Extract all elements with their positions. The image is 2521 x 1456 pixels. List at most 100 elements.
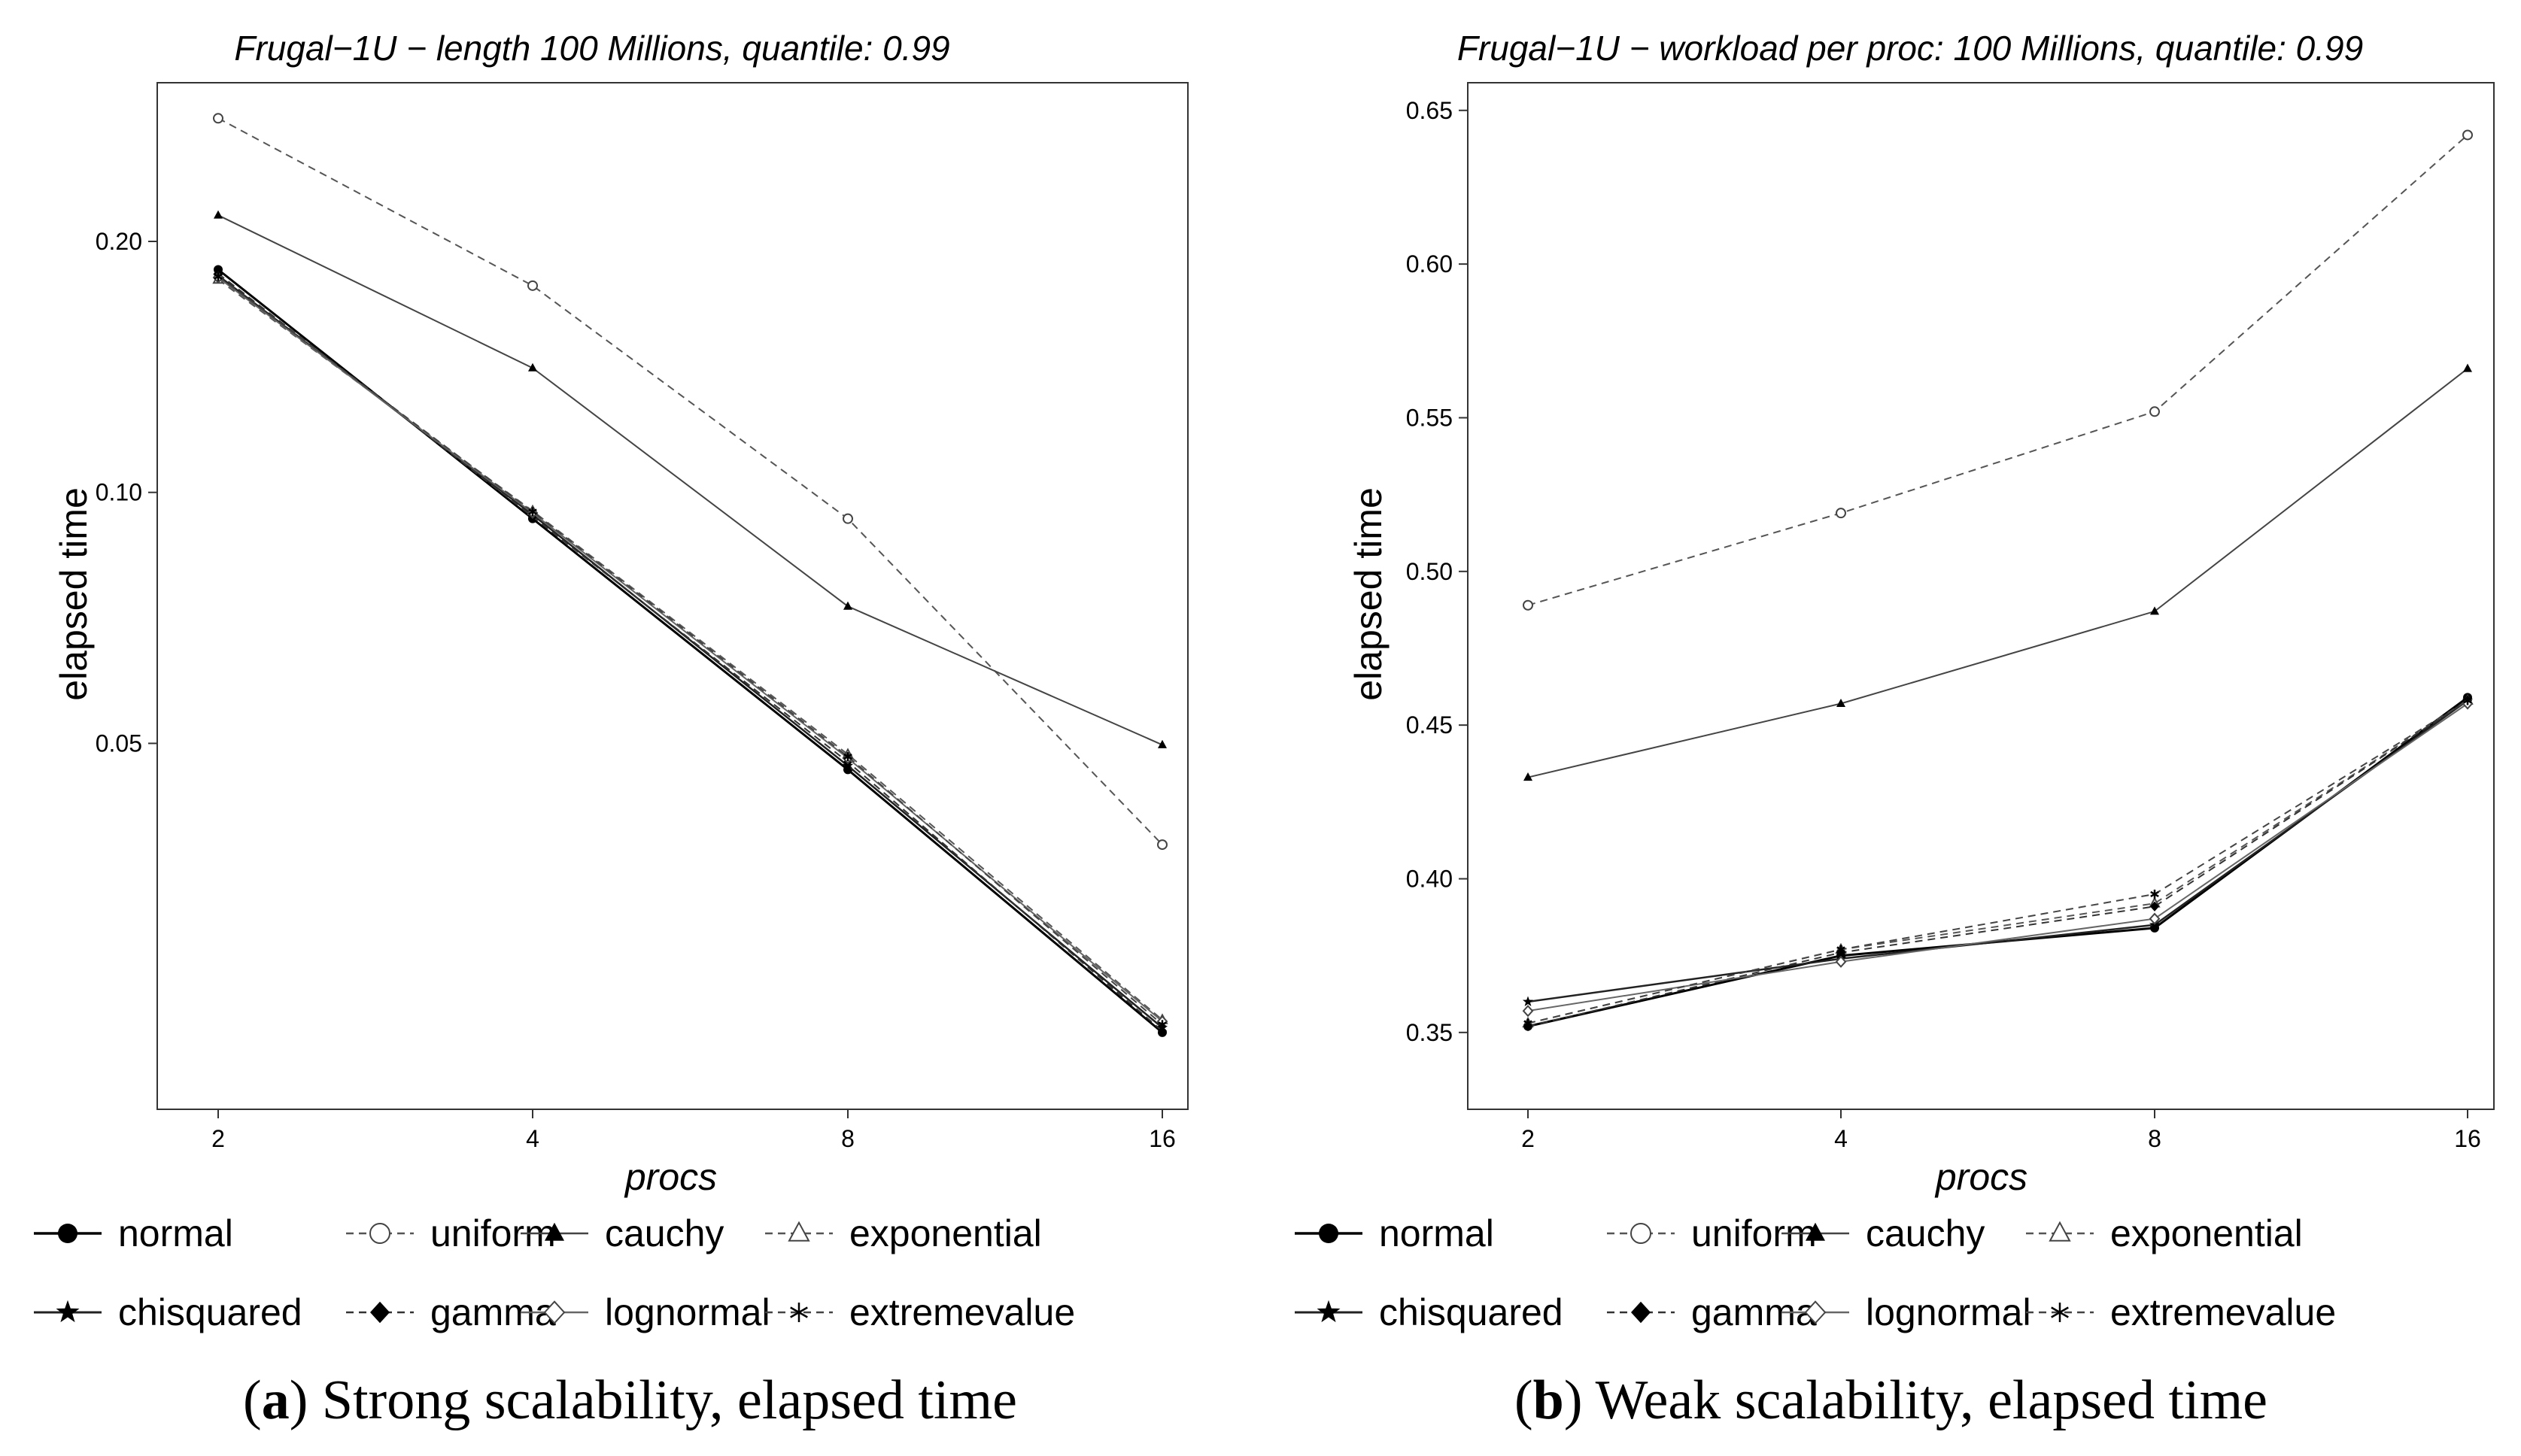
legend-marker-gamma [370, 1301, 390, 1324]
series-line-normal [1527, 696, 2468, 1028]
x-axis: 2 4 8 16 [1521, 1109, 2481, 1152]
legend-marker-chisquared [1317, 1300, 1341, 1323]
data-point-cauchy [214, 210, 223, 219]
y-axis: 0.05 0.10 0.20 [96, 228, 157, 757]
legend-marker-normal [1319, 1224, 1338, 1243]
series-uniform [213, 113, 1168, 851]
legend-marker-lognormal [1804, 1300, 1827, 1324]
x-axis-label: procs [1934, 1156, 2027, 1198]
y-tick-label: 0.60 [1406, 250, 1453, 278]
legend-item-chisquared: chisquared [1295, 1291, 1563, 1333]
legend-label: cauchy [605, 1212, 724, 1254]
series-gamma [1523, 695, 2472, 1032]
x-tick-label: 4 [1834, 1125, 1848, 1152]
series-layer [212, 113, 1168, 1037]
legend-marker-cauchy [1806, 1222, 1825, 1241]
legend-marker-exponential [788, 1221, 810, 1242]
caption-text: Strong scalability, elapsed time [308, 1370, 1017, 1431]
x-tick-label: 16 [1149, 1125, 1176, 1152]
data-point-cauchy [528, 362, 537, 372]
series-line-uniform [1527, 134, 2468, 606]
panel-weak-scalability: Frugal−1U − workload per proc: 100 Milli… [1261, 0, 2521, 1456]
series-uniform [1523, 129, 2473, 611]
data-point-extremevalue [1158, 1020, 1167, 1030]
y-tick-label: 0.65 [1406, 97, 1453, 124]
legend: normal uniform cauchy exponentialchisquared… [1295, 1212, 2336, 1333]
x-tick-label: 8 [2148, 1125, 2161, 1152]
legend-item-extremevalue: extremevalue [2026, 1291, 2336, 1333]
x-axis-label: procs [624, 1156, 717, 1198]
y-axis-label: elapsed time [1347, 487, 1390, 701]
series-line-extremevalue [1527, 699, 2468, 1024]
data-point-uniform [1836, 508, 1846, 519]
legend: normal uniform cauchy exponentialchisquared… [34, 1212, 1075, 1333]
legend-label: chisquared [118, 1291, 302, 1333]
plot-frame [1467, 82, 2495, 1110]
data-point-uniform [2149, 406, 2160, 417]
chart-weak-scalability: Frugal−1U − workload per proc: 100 Milli… [1295, 29, 2495, 1333]
series-layer [1522, 129, 2474, 1032]
data-point-gamma [2150, 901, 2159, 912]
y-tick-label: 0.50 [1406, 558, 1453, 585]
series-line-cauchy [1527, 368, 2468, 778]
series-extremevalue [1523, 696, 2472, 1028]
legend-marker-lognormal [543, 1300, 566, 1324]
x-tick-label: 2 [1521, 1125, 1535, 1152]
chart-title: Frugal−1U − workload per proc: 100 Milli… [1457, 29, 2363, 68]
x-tick-label: 8 [841, 1125, 855, 1152]
y-axis-label: elapsed time [53, 487, 95, 701]
data-point-gamma [1158, 1026, 1167, 1036]
series-normal [1523, 693, 2472, 1031]
series-line-cauchy [217, 214, 1163, 746]
plot-frame [156, 82, 1189, 1110]
data-point-uniform [1523, 599, 1533, 611]
legend-marker-exponential [2049, 1221, 2071, 1242]
legend-marker-extremevalue [790, 1303, 808, 1322]
legend-label: lognormal [605, 1291, 770, 1333]
series-line-gamma [217, 273, 1163, 1032]
series-line-lognormal [1527, 702, 2468, 1012]
series-line-chisquared [1527, 699, 2468, 1003]
series-extremevalue [214, 271, 1167, 1030]
data-point-extremevalue [843, 752, 852, 762]
legend-marker-uniform [1630, 1223, 1651, 1244]
data-point-extremevalue [1836, 945, 1845, 954]
legend-marker-gamma [1631, 1301, 1651, 1324]
x-tick-label: 16 [2454, 1125, 2481, 1152]
caption-text: Weak scalability, elapsed time [1582, 1370, 2267, 1431]
caption-a: (a) Strong scalability, elapsed time [243, 1370, 1017, 1431]
legend-item-cauchy: cauchy [1781, 1212, 1985, 1254]
data-point-lognormal [1522, 1005, 1534, 1018]
data-point-uniform [2462, 129, 2473, 141]
y-tick-label: 0.45 [1406, 711, 1453, 739]
legend-label: exponential [2110, 1212, 2303, 1254]
y-axis: 0.35 0.40 0.45 0.50 0.55 0.60 0.65 [1406, 97, 1468, 1046]
y-tick-label: 0.55 [1406, 404, 1453, 431]
legend-item-exponential: exponential [765, 1212, 1042, 1254]
legend-label: extremevalue [2110, 1291, 2336, 1333]
legend-item-exponential: exponential [2026, 1212, 2303, 1254]
y-tick-label: 0.10 [96, 479, 142, 506]
y-tick-label: 0.40 [1406, 865, 1453, 892]
chart-title: Frugal−1U − length 100 Millions, quantil… [234, 29, 949, 68]
caption-letter: a [261, 1370, 290, 1431]
data-point-lognormal [1835, 955, 1847, 968]
data-point-cauchy [843, 601, 852, 610]
legend-item-cauchy: cauchy [521, 1212, 724, 1254]
data-point-uniform [843, 513, 853, 524]
data-point-cauchy [1158, 739, 1167, 748]
data-point-extremevalue [2150, 889, 2159, 899]
caption-b: (b) Weak scalability, elapsed time [1514, 1370, 2267, 1431]
legend-item-chisquared: chisquared [34, 1291, 302, 1333]
y-tick-label: 0.05 [96, 730, 142, 757]
data-point-cauchy [1523, 772, 1532, 781]
x-axis: 2 4 8 16 [211, 1109, 1176, 1152]
panel-strong-scalability: Frugal−1U − length 100 Millions, quantil… [0, 0, 1260, 1456]
legend-marker-cauchy [545, 1222, 564, 1241]
series-gamma [214, 268, 1167, 1036]
legend-label: exponential [849, 1212, 1042, 1254]
legend-item-lognormal: lognormal [521, 1291, 770, 1333]
data-point-cauchy [2463, 363, 2472, 372]
legend-item-normal: normal [34, 1212, 233, 1254]
legend-marker-normal [58, 1224, 77, 1243]
